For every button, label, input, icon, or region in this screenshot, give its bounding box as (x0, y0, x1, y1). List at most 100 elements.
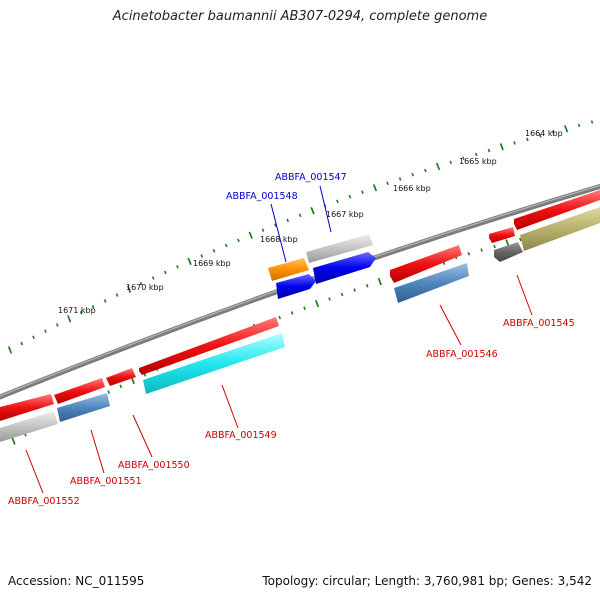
gene-feature[interactable] (54, 378, 105, 404)
topology-text: Topology: circular; Length: 3,760,981 bp… (262, 574, 592, 588)
gene-label[interactable]: ABBFA_001552 (8, 496, 80, 507)
scale-tick (398, 177, 402, 181)
scale-tick (310, 206, 315, 215)
scale-tick (298, 213, 302, 218)
scale-label: 1666 kbp (393, 184, 431, 193)
scale-tick (467, 252, 471, 256)
gene-feature[interactable] (276, 274, 316, 299)
gene-label[interactable]: ABBFA_001548 (226, 191, 298, 202)
scale-label: 1670 kbp (126, 283, 164, 292)
scale-tick (449, 160, 453, 165)
scale-tick (474, 152, 478, 157)
outer-scale-ticks (7, 120, 594, 354)
scale-tick (224, 243, 228, 248)
scale-tick (163, 270, 167, 275)
gene-feature[interactable] (520, 207, 600, 251)
leader-line (319, 185, 332, 233)
scale-label: 1667 kbp (326, 210, 364, 219)
scale-tick (11, 437, 16, 445)
gene-label[interactable]: ABBFA_001550 (118, 460, 190, 471)
scale-tick (187, 257, 192, 266)
scale-tick (286, 218, 290, 223)
scale-tick (513, 141, 516, 145)
gene-feature[interactable] (0, 411, 58, 442)
scale-tick (290, 311, 294, 315)
scale-tick (353, 288, 356, 292)
leader-line (221, 384, 239, 429)
scale-tick (20, 341, 24, 346)
scale-tick (200, 254, 204, 258)
scale-tick (340, 292, 344, 297)
scale-tick (103, 299, 107, 303)
gene-label[interactable]: ABBFA_001551 (70, 476, 142, 487)
leader-line (516, 274, 533, 316)
scale-tick (91, 305, 95, 309)
gene-label[interactable]: ABBFA_001547 (275, 172, 347, 183)
gene-label[interactable]: ABBFA_001549 (205, 430, 277, 441)
scale-tick (386, 181, 389, 186)
leader-line (132, 414, 153, 458)
scale-tick (424, 168, 427, 173)
scale-tick (67, 315, 72, 323)
map-title: Acinetobacter baumannii AB307-0294, comp… (112, 9, 488, 24)
accession-text: Accession: NC_011595 (8, 574, 145, 588)
gene-feature[interactable] (494, 242, 523, 262)
scale-label: 1671 kbp (58, 306, 96, 315)
scale-label: 1664 kbp (525, 129, 563, 138)
scale-tick (176, 265, 179, 269)
scale-tick (480, 248, 483, 252)
gene-feature[interactable] (268, 258, 309, 281)
scale-tick (590, 120, 594, 124)
scale-tick (487, 148, 491, 153)
scale-tick (499, 143, 504, 151)
scale-tick (274, 223, 277, 227)
scale-tick (577, 123, 581, 128)
scale-tick (462, 156, 465, 161)
scale-tick (493, 244, 496, 249)
gene-feature[interactable] (489, 227, 515, 243)
scale-tick (411, 172, 415, 177)
gene-feature[interactable] (394, 263, 469, 303)
scale-tick (79, 311, 83, 315)
scale-tick (519, 237, 522, 242)
gene-feature[interactable] (313, 252, 376, 284)
scale-tick (377, 277, 382, 286)
gene-feature[interactable] (57, 393, 110, 422)
gene-feature[interactable] (139, 317, 279, 375)
scale-tick (361, 190, 364, 194)
scale-tick (303, 306, 306, 310)
scale-tick (115, 293, 119, 297)
scale-tick (526, 137, 529, 142)
scale-tick (55, 323, 59, 327)
scale-tick (7, 346, 13, 354)
gene-feature[interactable] (106, 368, 136, 386)
leader-line (90, 429, 105, 474)
scale-tick (365, 284, 369, 288)
gene-label[interactable]: ABBFA_001545 (503, 318, 575, 329)
scale-tick (328, 297, 331, 301)
gene-feature[interactable] (306, 234, 373, 263)
scale-tick (212, 249, 216, 253)
scale-tick (44, 329, 47, 333)
scale-tick (278, 315, 282, 320)
scale-tick (127, 285, 132, 294)
scale-tick (435, 162, 441, 171)
gene-feature[interactable] (390, 245, 462, 283)
scale-tick (248, 231, 253, 239)
scale-tick (551, 130, 555, 134)
scale-tick (538, 134, 542, 138)
scale-tick (336, 199, 339, 204)
scale-tick (315, 299, 320, 308)
gene-feature[interactable] (0, 394, 54, 421)
leader-line (270, 203, 287, 263)
gene-label[interactable]: ABBFA_001546 (426, 349, 498, 360)
gene-feature[interactable] (514, 190, 600, 230)
scale-tick (139, 281, 143, 286)
scale-tick (372, 184, 378, 192)
leader-line (25, 449, 44, 494)
gene-feature[interactable] (143, 333, 285, 394)
scale-tick (237, 238, 240, 243)
scale-tick (151, 276, 155, 280)
scale-tick (119, 384, 123, 389)
